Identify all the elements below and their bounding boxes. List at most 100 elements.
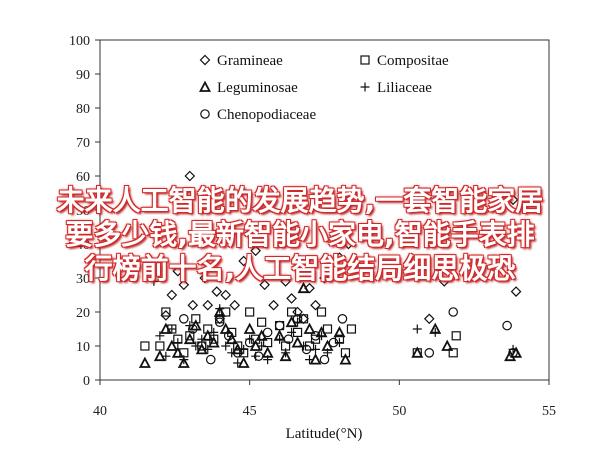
chenopodiaceae-point (508, 347, 518, 358)
liliaceae-point (263, 355, 273, 365)
compositae-point (233, 341, 243, 351)
gramineae-point (304, 282, 315, 294)
x-axis-label: Latitude(°N) (286, 426, 363, 442)
chenopodiaceae-point (223, 330, 234, 341)
gramineae-point (507, 194, 519, 206)
gramineae-point (268, 299, 279, 311)
liliaceae-point (311, 344, 321, 354)
liliaceae-point (179, 355, 189, 365)
y-tick-label: 70 (76, 136, 90, 151)
liliaceae-point (275, 334, 285, 344)
gramineae-point (334, 252, 345, 263)
legend-marker-chenopodiaceae (200, 109, 210, 119)
gramineae-point (202, 299, 214, 311)
liliaceae-point (281, 348, 291, 358)
chenopodiaceae-point (310, 330, 321, 341)
gramineae-point (178, 279, 190, 291)
y-tick-label: 0 (83, 374, 90, 389)
gramineae-point (319, 272, 330, 284)
liliaceae-point (334, 338, 344, 348)
chenopodiaceae-point (205, 354, 216, 365)
gramineae-point (187, 299, 199, 311)
chenopodiaceae-point (262, 327, 273, 338)
liliaceae-point (287, 327, 297, 337)
overlay-line-3: 行榜前十名,人工智能结局细思极恐 (84, 252, 516, 285)
leguminosae-point (441, 339, 454, 351)
leguminosae-point (177, 356, 190, 368)
leguminosae-point (297, 281, 310, 294)
liliaceae-point (322, 348, 332, 358)
chenopodiaceae-point (196, 341, 207, 351)
overlay-line-2: 要多少钱,最新智能小家电,智能手表排 (65, 218, 535, 251)
y-axis: 0 10 20 30 40 50 60 70 80 90 100 (69, 34, 100, 389)
liliaceae-point (215, 304, 225, 314)
y-tick-label: 50 (76, 204, 90, 219)
chenopodiaceae-point (319, 354, 330, 365)
leguminosae-point (201, 329, 214, 341)
liliaceae-point (412, 324, 422, 334)
compositae-point (298, 314, 309, 324)
liliaceae-point (209, 327, 219, 337)
chenopodiaceae-point (292, 313, 303, 324)
leguminosae-point (207, 336, 220, 348)
leguminosae-point (183, 332, 196, 345)
chenopodiaceae-point (502, 320, 512, 331)
liliaceae-point (155, 331, 165, 341)
gramineae-point (211, 286, 223, 297)
liliaceae-point (149, 276, 159, 286)
gramineae-point (160, 310, 172, 321)
compositae-point (451, 331, 461, 341)
leguminosae-point (225, 332, 238, 345)
chenopodiaceae-point (232, 347, 243, 358)
gramineae-point (423, 313, 435, 325)
compositae-point (245, 307, 255, 317)
legend-marker-liliaceae (360, 82, 370, 92)
y-tick-label: 80 (76, 102, 90, 117)
leguminosae-point (138, 356, 151, 368)
legend-marker-leguminosae (199, 80, 211, 92)
gramineae-point (310, 299, 321, 311)
liliaceae-point (221, 341, 231, 351)
chenopodiaceae-point (328, 337, 339, 348)
legend-marker-compositae (360, 55, 370, 65)
leguminosae-point (333, 325, 346, 338)
chenopodiaceae-point (301, 344, 312, 355)
gramineae-point (220, 289, 232, 301)
gramineae-point (166, 289, 178, 301)
leguminosae-point (510, 346, 523, 358)
liliaceae-point (173, 338, 183, 348)
liliaceae-point (161, 351, 171, 361)
chenopodiaceae-point (179, 313, 189, 324)
liliaceae-point (317, 331, 327, 341)
leguminosae-point (255, 329, 268, 341)
leguminosae-point (243, 322, 256, 334)
chenopodiaceae-point (424, 347, 435, 358)
series-gramineae (160, 170, 522, 325)
x-tick-label: 55 (542, 404, 556, 419)
y-tick-label: 90 (76, 68, 90, 83)
compositae-point (257, 317, 267, 327)
legend-marker-gramineae (199, 54, 211, 66)
series-leguminosae (138, 281, 523, 368)
legend-label-chenopodiaceae: Chenopodiaceae (217, 107, 316, 123)
compositae-point (161, 307, 171, 317)
compositae-point (316, 307, 327, 317)
chenopodiaceae-point (337, 313, 348, 324)
leguminosae-point (339, 353, 352, 365)
chenopodiaceae-point (214, 317, 225, 327)
leguminosae-point (411, 346, 424, 358)
y-tick-label: 10 (76, 340, 90, 355)
compositae-point (310, 334, 321, 344)
y-tick-label: 20 (76, 306, 90, 321)
x-tick-label: 40 (93, 404, 107, 419)
leguminosae-point (171, 346, 184, 358)
leguminosae-point (279, 349, 292, 362)
legend-label-compositae: Compositae (377, 53, 449, 69)
plot-area (99, 39, 550, 381)
compositae-point (346, 324, 357, 334)
x-tick-label: 50 (392, 404, 406, 419)
chenopodiaceae-point (448, 307, 459, 317)
gramineae-point (172, 265, 184, 277)
liliaceae-point (167, 324, 177, 334)
